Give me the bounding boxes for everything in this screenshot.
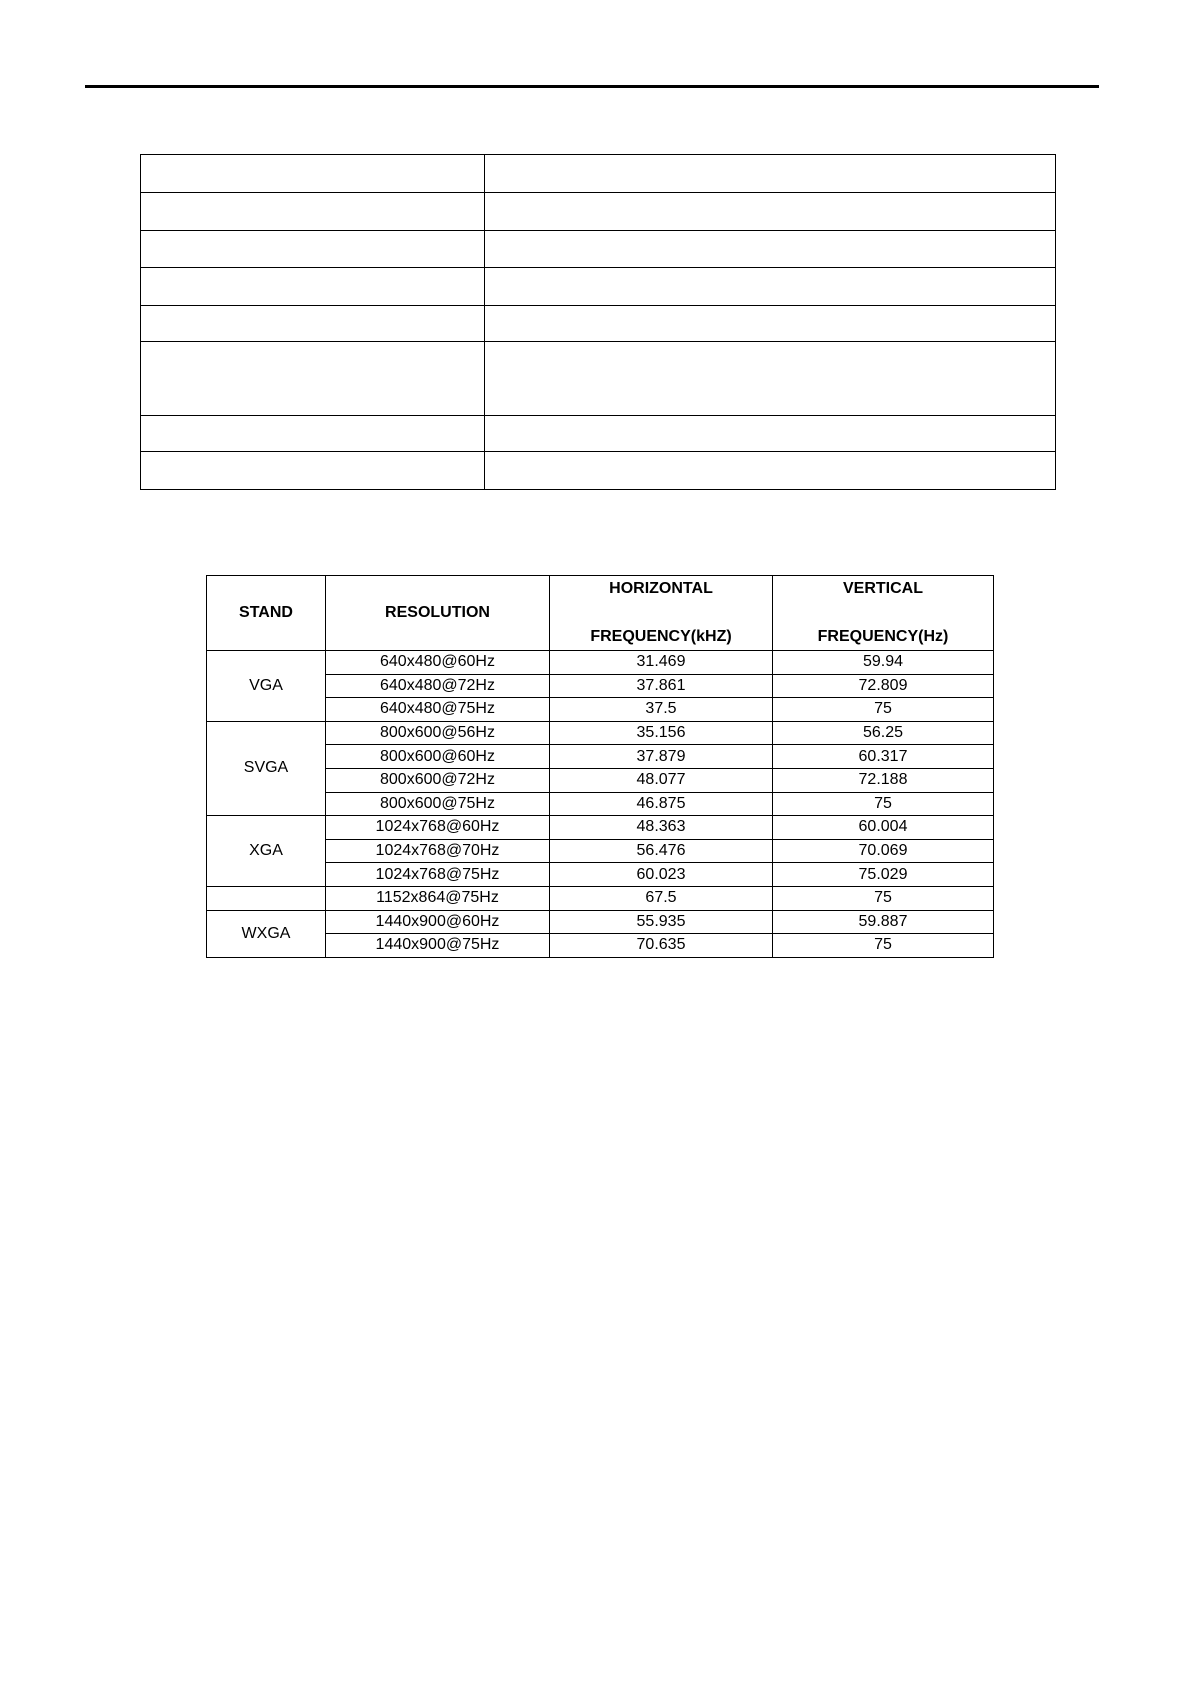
resolution-cell: 800x600@75Hz [325,791,550,817]
vertical-frequency-cell: 72.809 [772,673,994,699]
spec-cell [484,154,1056,193]
horizontal-frequency-cell: 70.635 [549,933,773,958]
horizontal-frequency-cell: 37.5 [549,697,773,722]
timing-table: STAND RESOLUTION HORIZONTAL FREQUENCY(kH… [206,575,994,958]
spec-table [140,154,1056,490]
horizontal-frequency-cell: 55.935 [549,909,773,935]
timing-row: 640x480@72Hz 37.861 72.809 [207,673,994,699]
spec-cell [484,267,1056,306]
spec-cell [484,415,1056,452]
horizontal-frequency-cell: 67.5 [549,885,773,911]
resolution-cell: 1024x768@75Hz [325,862,550,887]
horizontal-frequency-cell: 37.879 [549,744,773,769]
timing-row: 800x600@75Hz 46.875 75 [207,791,994,817]
resolution-cell: 640x480@75Hz [325,697,550,722]
horizontal-frequency-cell: 56.476 [549,838,773,864]
timing-row: 1024x768@70Hz 56.476 70.069 [207,838,994,864]
timing-row: SVGA 800x600@56Hz 35.156 56.25 [206,720,994,817]
horizontal-frequency-cell: 48.363 [549,815,773,840]
vertical-frequency-cell: 60.317 [772,744,994,769]
spec-row [140,192,1056,231]
header-stand: STAND [206,575,326,651]
timing-row: 1440x900@75Hz 70.635 75 [207,933,994,958]
vertical-frequency-cell: 75 [772,885,994,911]
vertical-frequency-cell: 59.94 [772,650,994,675]
spec-row [140,341,1056,416]
horizontal-frequency-cell: 60.023 [549,862,773,887]
header-resolution: RESOLUTION [325,575,550,651]
resolution-cell: 1152x864@75Hz [325,885,550,911]
spec-cell [140,230,485,268]
resolution-cell: 640x480@72Hz [325,673,550,699]
timing-row: 1152x864@75Hz 67.5 75 [206,885,994,911]
vertical-frequency-cell: 75 [772,933,994,958]
header-vertical: VERTICAL FREQUENCY(Hz) [772,575,994,651]
spec-cell [140,192,485,231]
resolution-cell: 800x600@56Hz [325,720,550,746]
resolution-cell: 800x600@72Hz [325,767,550,793]
vertical-frequency-cell: 75.029 [772,862,994,887]
horizontal-frequency-cell: 37.861 [549,673,773,699]
resolution-cell: 1024x768@60Hz [325,815,550,840]
header-vertical-line2: FREQUENCY(Hz) [817,628,949,645]
stand-cell: VGA [206,650,326,722]
stand-cell: SVGA [206,720,326,817]
header-rule [85,85,1099,88]
spec-cell [140,415,485,452]
spec-cell [140,267,485,306]
stand-cell: WXGA [206,909,326,958]
timing-row: XGA 1024x768@60Hz 48.363 60.004 [206,815,994,887]
resolution-cell: 800x600@60Hz [325,744,550,769]
vertical-frequency-cell: 75 [772,697,994,722]
spec-cell [484,341,1056,416]
vertical-frequency-cell: 56.25 [772,720,994,746]
spec-cell [484,192,1056,231]
spec-cell [140,154,485,193]
horizontal-frequency-cell: 48.077 [549,767,773,793]
resolution-cell: 1440x900@75Hz [325,933,550,958]
spec-row [140,451,1056,490]
horizontal-frequency-cell: 35.156 [549,720,773,746]
vertical-frequency-cell: 72.188 [772,767,994,793]
spec-cell [484,230,1056,268]
timing-row: 800x600@72Hz 48.077 72.188 [207,767,994,793]
timing-row: 1024x768@75Hz 60.023 75.029 [207,862,994,887]
spec-row [140,230,1056,268]
resolution-cell: 640x480@60Hz [325,650,550,675]
vertical-frequency-cell: 70.069 [772,838,994,864]
spec-cell [140,341,485,416]
timing-row: 640x480@75Hz 37.5 75 [207,697,994,722]
resolution-cell: 1440x900@60Hz [325,909,550,935]
vertical-frequency-cell: 59.887 [772,909,994,935]
header-horizontal: HORIZONTAL FREQUENCY(kHZ) [549,575,773,651]
spec-row [140,415,1056,452]
spec-row [140,305,1056,342]
spec-cell [140,451,485,490]
timing-row: WXGA 1440x900@60Hz 55.935 59.887 [206,909,994,958]
header-vertical-line1: VERTICAL [843,580,923,597]
timing-row: VGA 640x480@60Hz 31.469 59.94 [206,650,994,722]
spec-cell [484,451,1056,490]
spec-row [140,154,1056,193]
resolution-cell: 1024x768@70Hz [325,838,550,864]
vertical-frequency-cell: 60.004 [772,815,994,840]
header-horizontal-line2: FREQUENCY(kHZ) [590,628,732,645]
spec-row [140,267,1056,306]
timing-row: 800x600@60Hz 37.879 60.317 [207,744,994,769]
stand-cell: XGA [206,815,326,887]
stand-cell [206,885,326,911]
header-horizontal-line1: HORIZONTAL [609,580,713,597]
horizontal-frequency-cell: 46.875 [549,791,773,817]
horizontal-frequency-cell: 31.469 [549,650,773,675]
timing-header-row: STAND RESOLUTION HORIZONTAL FREQUENCY(kH… [206,575,994,651]
spec-cell [484,305,1056,342]
vertical-frequency-cell: 75 [772,791,994,817]
spec-cell [140,305,485,342]
